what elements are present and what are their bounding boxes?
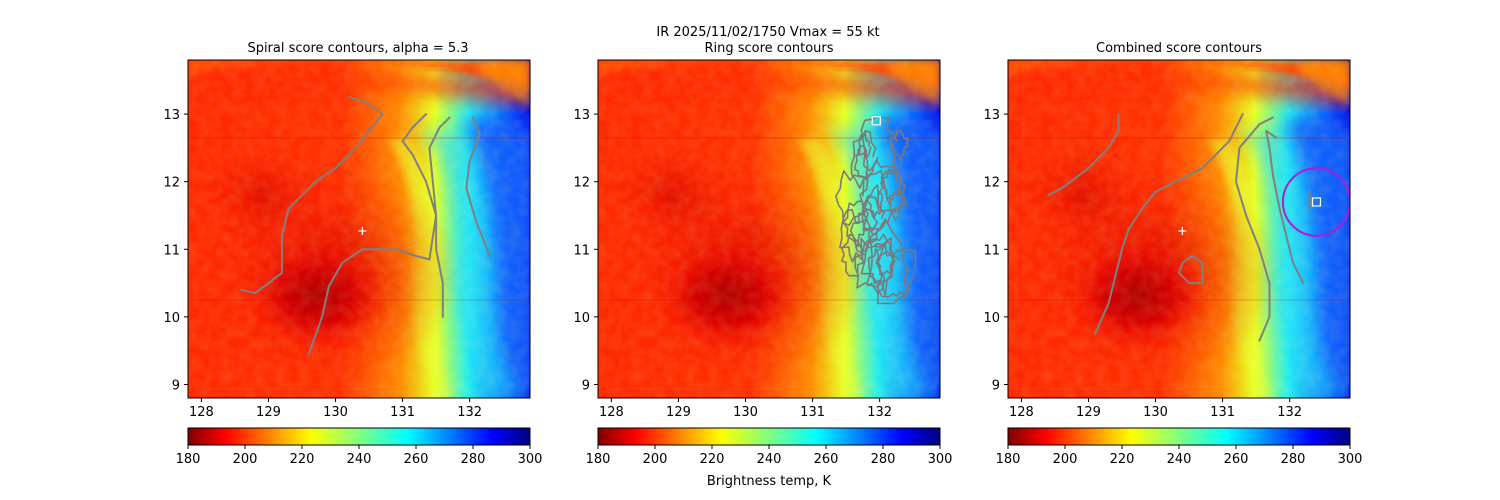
heatmap-image	[1008, 60, 1350, 398]
colorbar-tick-label: 180	[586, 452, 611, 467]
x-tick-label: 132	[457, 405, 482, 420]
colorbar-tick-label: 180	[176, 452, 201, 467]
contour-line	[1047, 113, 1120, 197]
x-tick-label: 129	[256, 405, 281, 420]
square-marker	[1311, 197, 1322, 207]
contour-line	[1235, 116, 1274, 342]
colorbar-tick-label: 220	[290, 452, 315, 467]
ring-contour-line	[860, 233, 901, 284]
colorbar-tick-label: 220	[1110, 452, 1135, 467]
x-tick-label: 130	[1143, 405, 1168, 420]
y-tick-label: 10	[163, 311, 180, 326]
colorbar-tick-label: 220	[700, 452, 725, 467]
ring-contour-line	[841, 234, 866, 277]
ring-contour-line	[875, 237, 895, 276]
colorbar-tick-label: 180	[996, 452, 1021, 467]
plot-area	[240, 96, 491, 356]
y-tick-label: 12	[573, 176, 590, 191]
panel-spiral-score: Spiral score contours, alpha = 5.3 128 12…	[163, 41, 542, 467]
ring-contour-line	[889, 129, 910, 162]
ring-contour-line	[877, 171, 908, 221]
colorbar-tick-label: 260	[404, 452, 429, 467]
x-tick-label: 128	[1009, 405, 1034, 420]
y-tick-label: 12	[163, 176, 180, 191]
panel-title: Combined score contours	[1096, 41, 1262, 56]
y-tick-label: 10	[573, 311, 590, 326]
colorbar-tick-label: 200	[1053, 452, 1078, 467]
figure-suptitle: IR 2025/11/02/1750 Vmax = 55 kt	[656, 25, 879, 40]
x-tick-label: 132	[1277, 405, 1302, 420]
center-marker	[358, 227, 367, 236]
ring-contour-line	[866, 218, 917, 305]
ring-contour-line	[854, 237, 885, 295]
y-tick-label: 9	[582, 378, 590, 393]
x-tick-label: 129	[1076, 405, 1101, 420]
x-tick-label: 129	[666, 405, 691, 420]
axes-frame	[597, 59, 941, 399]
contour-line	[240, 96, 384, 295]
y-tick-label: 13	[983, 108, 1000, 123]
colorbar-tick-label: 300	[928, 452, 953, 467]
colorbar-label: Brightness temp, K	[707, 474, 832, 489]
x-tick-label: 131	[390, 405, 415, 420]
y-tick-label: 12	[983, 176, 1000, 191]
ring-contour-line	[842, 200, 869, 248]
colorbar-tick-label: 240	[347, 452, 372, 467]
colorbar-tick-label: 280	[871, 452, 896, 467]
y-tick-label: 13	[573, 108, 590, 123]
y-tick-label: 9	[992, 378, 1000, 393]
ring-contour-line	[850, 130, 880, 189]
ring-contour-line	[839, 208, 872, 263]
ring-contour-line	[867, 241, 895, 297]
colorbar-tick-label: 280	[1281, 452, 1306, 467]
y-tick-label: 11	[163, 243, 180, 258]
colorbar-tick-label: 260	[1224, 452, 1249, 467]
x-tick-label: 128	[189, 405, 214, 420]
colorbar-tick-label: 240	[757, 452, 782, 467]
ring-contour-line	[876, 249, 914, 298]
colorbar-tick-label: 280	[461, 452, 486, 467]
panel-title: Spiral score contours, alpha = 5.3	[247, 41, 468, 56]
contour-line	[428, 116, 451, 318]
ring-contour-line	[880, 166, 902, 201]
x-tick-label: 130	[733, 405, 758, 420]
y-tick-label: 11	[573, 243, 590, 258]
x-tick-label: 131	[1210, 405, 1235, 420]
colorbar-tick-label: 200	[643, 452, 668, 467]
ring-contour-line	[835, 170, 869, 227]
center-marker	[1178, 227, 1187, 236]
y-tick-label: 9	[172, 378, 180, 393]
colorbar-tick-label: 300	[518, 452, 543, 467]
colorbar-tick-label: 260	[814, 452, 839, 467]
colorbar-tick-label: 200	[233, 452, 258, 467]
y-tick-label: 13	[163, 108, 180, 123]
contour-line-closed	[1177, 254, 1204, 285]
panel-title: Ring score contours	[704, 41, 833, 56]
plot-area	[1047, 113, 1350, 342]
contour-line	[1265, 130, 1305, 285]
y-tick-label: 11	[983, 243, 1000, 258]
contour-line	[465, 116, 491, 257]
colorbar-tick-label: 240	[1167, 452, 1192, 467]
y-tick-label: 10	[983, 311, 1000, 326]
x-tick-label: 132	[867, 405, 892, 420]
panel-ring-score: Ring score contours 128 129 130 131 132 9 10 11…	[573, 41, 952, 467]
contour-line	[1094, 113, 1244, 335]
axes-frame	[187, 59, 531, 399]
heatmap-image	[598, 60, 940, 398]
contour-line	[307, 113, 438, 356]
colorbar	[1008, 428, 1350, 445]
panel-combined-score: Combined score contours 128 129 130 131 132 9…	[983, 41, 1362, 467]
square-marker	[871, 116, 881, 126]
colorbar	[188, 428, 530, 445]
plot-area	[835, 116, 917, 305]
axes-frame	[1007, 59, 1351, 399]
colorbar	[598, 428, 940, 445]
x-tick-label: 128	[599, 405, 624, 420]
colorbar-tick-label: 300	[1338, 452, 1363, 467]
x-tick-label: 130	[323, 405, 348, 420]
ring-contour-line	[860, 116, 899, 172]
x-tick-label: 131	[800, 405, 825, 420]
